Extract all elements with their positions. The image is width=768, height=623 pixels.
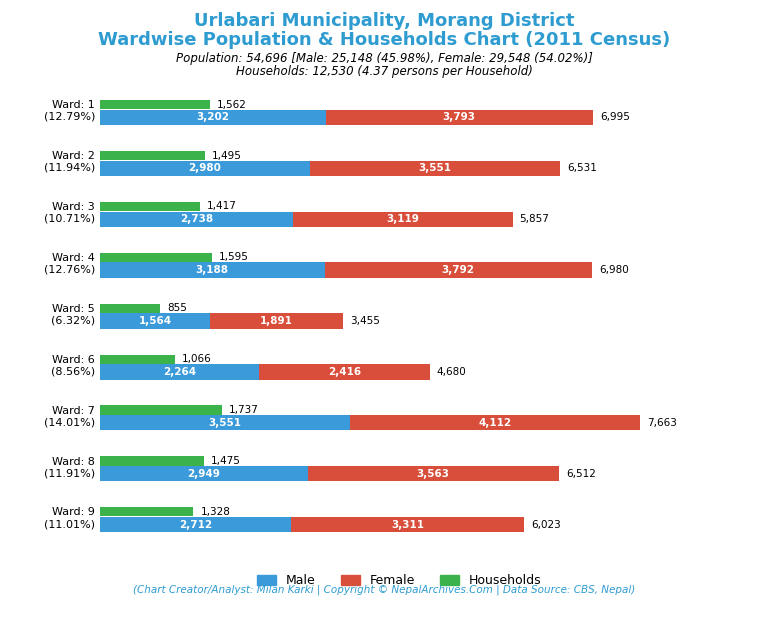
Text: 1,495: 1,495 [212,151,242,161]
Bar [100,110,326,125]
Text: 4,112: 4,112 [478,418,511,428]
Text: 3,119: 3,119 [386,214,419,224]
Text: 2,949: 2,949 [187,468,220,478]
Text: 1,328: 1,328 [200,507,230,517]
Text: 3,188: 3,188 [196,265,229,275]
Text: (Chart Creator/Analyst: Milan Karki | Copyright © NepalArchives.Com | Data Sourc: (Chart Creator/Analyst: Milan Karki | Co… [133,584,635,595]
Bar [100,253,212,262]
Bar [100,303,160,313]
Bar [100,151,205,160]
Text: 3,311: 3,311 [391,520,424,530]
Text: 855: 855 [167,303,187,313]
Text: 2,416: 2,416 [328,367,361,377]
Bar [100,100,210,109]
Text: 6,995: 6,995 [600,112,630,122]
Bar [100,364,260,379]
Text: 3,551: 3,551 [419,163,452,173]
Text: 1,417: 1,417 [207,201,237,211]
Bar [100,202,200,211]
Bar [100,415,350,430]
Text: Households: 12,530 (4.37 persons per Household): Households: 12,530 (4.37 persons per Hou… [236,65,532,78]
Bar [100,262,325,278]
Text: 7,663: 7,663 [647,418,677,428]
Text: 5,857: 5,857 [520,214,550,224]
Bar [100,161,310,176]
Text: 1,737: 1,737 [230,405,259,415]
Text: 2,738: 2,738 [180,214,213,224]
Bar [291,517,525,532]
Bar [326,110,593,125]
Text: 6,980: 6,980 [599,265,628,275]
Text: Wardwise Population & Households Chart (2011 Census): Wardwise Population & Households Chart (… [98,31,670,49]
Text: 1,595: 1,595 [220,252,249,262]
Text: 6,512: 6,512 [566,468,596,478]
Text: 4,680: 4,680 [437,367,466,377]
Text: 3,793: 3,793 [442,112,475,122]
Bar [325,262,592,278]
Bar [100,457,204,465]
Bar [100,212,293,227]
Text: Population: 54,696 [Male: 25,148 (45.98%), Female: 29,548 (54.02%)]: Population: 54,696 [Male: 25,148 (45.98%… [176,52,592,65]
Text: 2,264: 2,264 [163,367,196,377]
Text: 2,980: 2,980 [188,163,221,173]
Bar [210,313,343,328]
Bar [350,415,640,430]
Bar [100,466,308,482]
Bar [260,364,429,379]
Text: 3,563: 3,563 [417,468,450,478]
Bar [308,466,559,482]
Text: 3,792: 3,792 [442,265,475,275]
Text: 6,023: 6,023 [531,520,561,530]
Bar [293,212,512,227]
Bar [100,313,210,328]
Bar [100,517,291,532]
Text: 1,475: 1,475 [211,456,240,466]
Text: Urlabari Municipality, Morang District: Urlabari Municipality, Morang District [194,12,574,31]
Text: 1,066: 1,066 [182,354,212,364]
Text: 1,891: 1,891 [260,316,293,326]
Text: 3,202: 3,202 [196,112,229,122]
Bar [310,161,560,176]
Bar [100,406,222,415]
Legend: Male, Female, Households: Male, Female, Households [253,569,546,592]
Text: 1,562: 1,562 [217,100,247,110]
Text: 3,455: 3,455 [350,316,380,326]
Text: 6,531: 6,531 [567,163,597,173]
Text: 2,712: 2,712 [179,520,212,530]
Text: 1,564: 1,564 [138,316,171,326]
Bar [100,354,175,364]
Text: 3,551: 3,551 [208,418,241,428]
Bar [100,507,194,516]
